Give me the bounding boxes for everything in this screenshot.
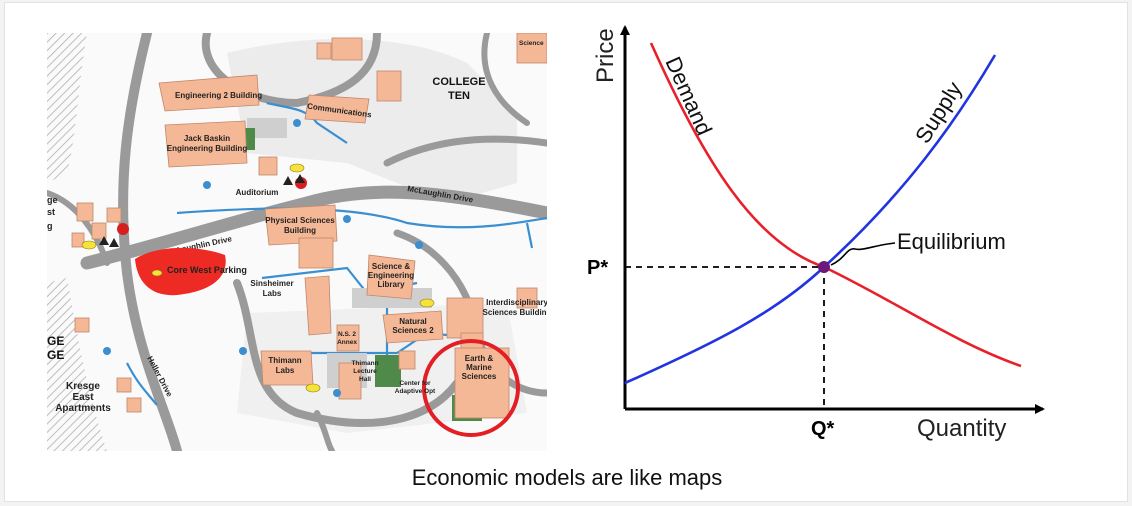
map-label: Engineering Building bbox=[167, 144, 248, 153]
svg-text:Core West Parking: Core West Parking bbox=[167, 265, 247, 275]
map-edge-label: g bbox=[47, 221, 53, 231]
equilibrium-point bbox=[818, 261, 830, 273]
map-edge-label: ge bbox=[47, 195, 58, 205]
svg-text:Auditorium: Auditorium bbox=[236, 188, 279, 197]
equilibrium-pointer bbox=[830, 242, 896, 266]
map-label: Jack Baskin bbox=[184, 134, 230, 143]
svg-text:st: st bbox=[47, 207, 55, 217]
map-label: Thimann bbox=[351, 360, 378, 367]
map-edge-label: Science bbox=[519, 40, 544, 47]
demand-label: Demand bbox=[660, 53, 717, 139]
map-label: Kresge bbox=[66, 381, 100, 392]
core-west-parking bbox=[135, 247, 226, 296]
map-label: Sciences Building bbox=[483, 308, 547, 317]
map-label: Lecture bbox=[353, 368, 377, 375]
mclaughlin-drive-road bbox=[80, 185, 547, 270]
q-star-label: Q* bbox=[811, 418, 835, 440]
ns2-annex-building bbox=[336, 324, 360, 352]
auditorium-building bbox=[258, 156, 278, 176]
engineering-2-building bbox=[158, 74, 260, 112]
map-label: Science & bbox=[372, 262, 410, 271]
map-label: Apartments bbox=[55, 403, 111, 414]
map-label: Thimann bbox=[268, 356, 301, 365]
map-label: Interdisciplinary bbox=[486, 298, 547, 307]
map-label: Library bbox=[377, 280, 405, 289]
map-label: Sciences bbox=[462, 372, 497, 381]
equilibrium-label: Equilibrium bbox=[897, 229, 1006, 254]
slide-frame: McLaughlin Drive McLaughlin Drive Heller… bbox=[4, 2, 1128, 502]
slide-caption: Economic models are like maps bbox=[411, 465, 723, 490]
map-edge-label: GE bbox=[47, 348, 64, 362]
map-label: Engineering bbox=[368, 271, 414, 280]
demand-curve bbox=[649, 42, 1022, 368]
heller-drive-road bbox=[118, 33, 182, 451]
x-axis-label: Quantity bbox=[917, 415, 1006, 442]
map-label: Labs bbox=[276, 366, 295, 375]
science-library-building bbox=[366, 254, 416, 300]
supply-demand-graph: Price Quantity Demand Supply Equilibrium… bbox=[587, 25, 1045, 442]
map-label: Center for bbox=[399, 380, 431, 387]
thimann-lecture-building bbox=[338, 362, 362, 400]
map-label: Marine bbox=[466, 363, 492, 372]
svg-text:GE: GE bbox=[47, 348, 64, 362]
map-label: East bbox=[72, 392, 94, 403]
natural-sciences-2-building bbox=[382, 310, 444, 344]
map-label: Building bbox=[284, 226, 316, 235]
interdisciplinary-building bbox=[446, 297, 484, 339]
stop-sign bbox=[117, 223, 129, 235]
map-label: Core West Parking bbox=[167, 265, 247, 275]
svg-text:g: g bbox=[47, 221, 53, 231]
map-label: Annex bbox=[337, 339, 357, 346]
map-label: Hall bbox=[359, 376, 371, 383]
physical-sciences-building bbox=[264, 204, 338, 246]
earth-marine-building bbox=[454, 347, 510, 419]
map-label: Earth & bbox=[465, 354, 494, 363]
y-axis-label: Price bbox=[592, 28, 619, 83]
map-label: Labs bbox=[263, 289, 282, 298]
communications-building bbox=[304, 94, 370, 124]
highlight-circle bbox=[422, 339, 520, 437]
map-edge-label: GE bbox=[47, 334, 64, 348]
map-edge-label: st bbox=[47, 207, 55, 217]
p-star-label: P* bbox=[587, 257, 608, 279]
map-label: Natural bbox=[399, 317, 427, 326]
map-label: Sciences 2 bbox=[392, 326, 434, 335]
map-label: COLLEGE bbox=[432, 76, 485, 88]
map-label: Engineering 2 Building bbox=[175, 91, 262, 100]
map-label: N.S. 2 bbox=[338, 331, 356, 338]
svg-text:GE: GE bbox=[47, 334, 64, 348]
jack-baskin-building bbox=[164, 120, 248, 168]
map-label: Sinsheimer bbox=[250, 279, 293, 288]
sinsheimer-labs-building bbox=[304, 275, 332, 336]
svg-text:Science: Science bbox=[519, 40, 544, 47]
map-labels: Engineering 2 Building Jack Baskin Engine… bbox=[47, 40, 547, 414]
map-label: Physical Sciences bbox=[265, 216, 335, 225]
map-label: TEN bbox=[448, 90, 470, 102]
map-label: Adaptive Opt bbox=[395, 388, 436, 395]
svg-text:ge: ge bbox=[47, 195, 58, 205]
map-label: Auditorium bbox=[236, 188, 279, 197]
svg-text:Engineering 2 Building: Engineering 2 Building bbox=[175, 91, 262, 100]
campus-map: McLaughlin Drive McLaughlin Drive Heller… bbox=[47, 33, 547, 451]
co-op-building bbox=[376, 70, 402, 102]
